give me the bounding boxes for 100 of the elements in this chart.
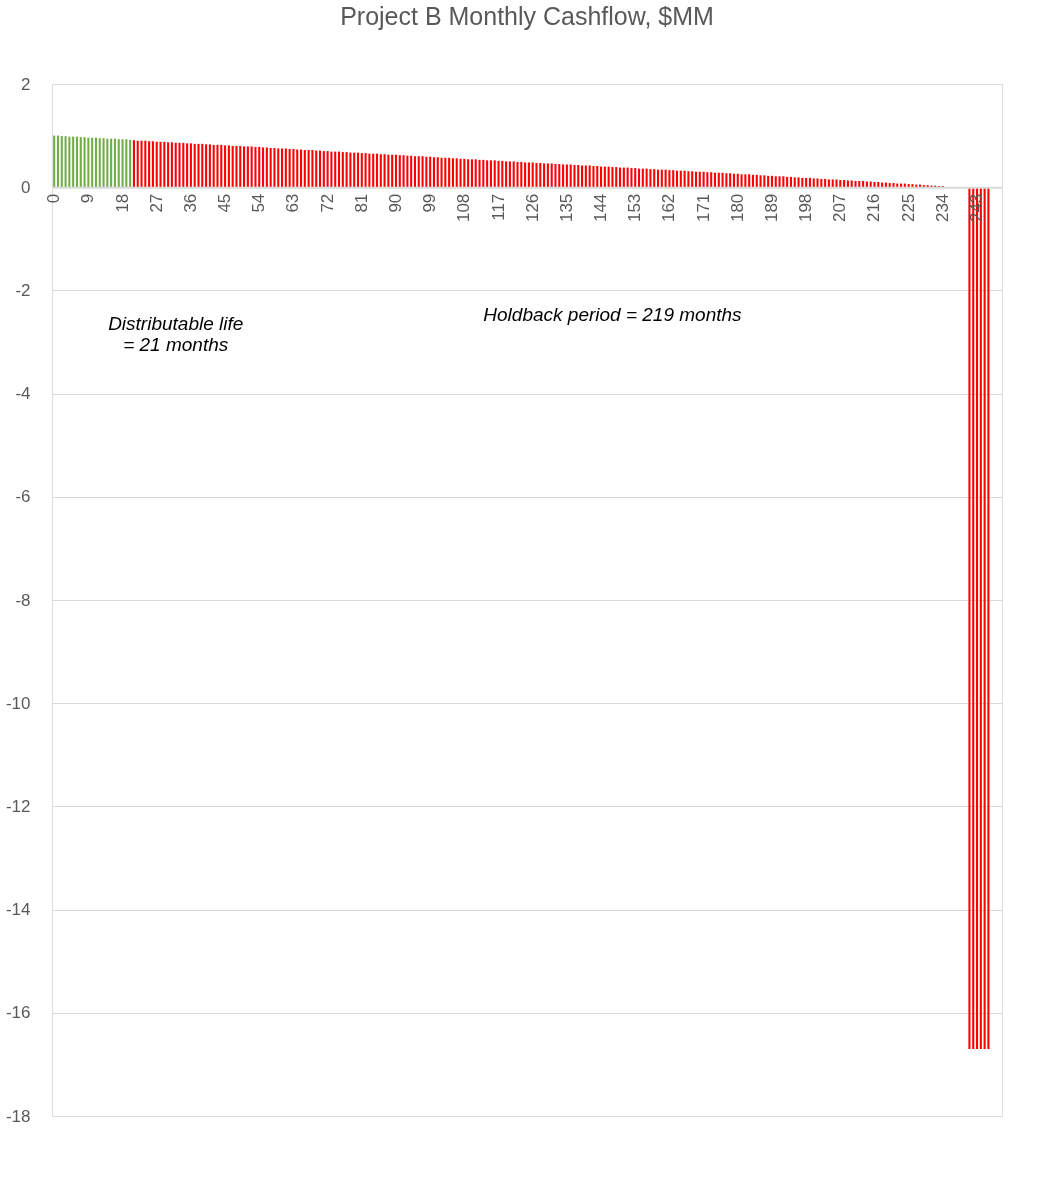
bar [721,172,724,188]
bar [151,141,154,188]
bar [448,157,451,188]
bar [782,176,785,188]
x-tick-label: 126 [522,193,542,223]
bar [706,172,709,188]
bar [110,138,113,188]
bar [421,156,424,188]
bar [637,168,641,188]
bar [163,141,166,188]
bar [474,159,477,188]
bar [208,144,211,188]
bar [167,142,170,188]
bar [748,174,751,188]
bar [831,179,834,188]
bar [262,147,265,188]
x-tick-label: 99 [420,193,440,213]
bar [717,172,720,188]
bar [402,155,405,188]
bar [391,154,394,188]
bar [581,165,584,188]
bar [178,142,181,188]
bar [824,178,827,188]
bar [877,182,880,188]
bar [767,175,770,188]
x-tick-label: 207 [830,193,850,223]
x-tick-label: 162 [659,193,679,223]
bar [524,162,527,188]
bar [410,155,413,188]
bar [455,158,458,188]
bar [543,163,546,188]
x-tick-label: 63 [283,193,303,213]
bar [630,168,633,188]
bar [98,138,101,188]
bar [413,156,417,188]
bar [425,156,428,188]
bar [205,144,208,188]
bar [269,147,272,188]
bar [607,166,610,188]
bar [68,136,71,188]
bar [569,164,572,188]
x-tick-label: 9 [78,193,98,204]
bar [254,146,257,188]
bar [892,183,895,188]
bar [467,159,470,188]
bar [193,143,196,188]
bar [72,136,75,188]
bar [106,138,109,188]
bar [786,176,789,188]
y-tick-label: -2 [15,280,31,300]
bar [505,161,508,188]
bar [459,158,462,188]
bar [744,174,747,188]
bar [774,176,777,188]
bar [337,151,341,188]
x-tick-label: 54 [249,193,269,213]
annotation: Holdback period = 219 months [483,303,743,325]
bar [763,175,766,188]
bar [429,156,432,188]
bar [679,170,682,188]
bar [463,158,466,188]
bar [197,143,200,188]
bar [227,145,230,188]
bar [406,155,409,188]
x-tick-label: 171 [693,193,713,223]
bar [497,160,500,188]
bar [102,138,105,188]
y-tick-label: -6 [15,487,31,507]
bar [713,172,717,188]
x-tick-label: 180 [727,193,747,223]
bar [140,140,143,188]
bar [360,153,363,188]
bar [189,143,192,188]
bar [615,167,618,188]
bar [243,146,246,188]
bar [349,152,352,188]
x-tick-label: 90 [385,193,405,213]
bar [250,146,253,188]
bar [170,142,173,188]
bar [846,180,849,188]
bar [353,152,356,188]
bar [907,184,910,188]
bar [531,162,534,188]
y-tick-label: -18 [5,1106,31,1126]
bar [843,179,846,188]
bar [478,159,481,188]
bar [839,179,842,188]
bar [858,181,861,188]
bar [527,162,530,188]
bar [770,175,773,188]
bar [56,135,60,188]
bar [983,187,986,1049]
bar [64,136,67,188]
bar [626,167,629,188]
bar [258,146,261,188]
bar [672,170,675,188]
bar [265,147,268,188]
bar [516,161,519,188]
y-tick-label: -4 [15,384,31,404]
x-tick-label: 108 [454,193,474,223]
